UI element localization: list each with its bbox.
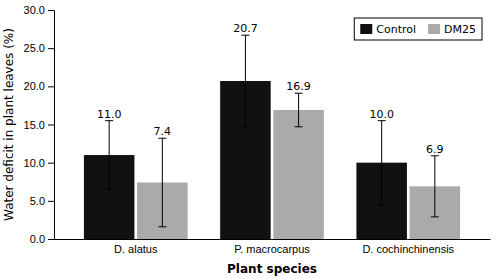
y-tick: 30.0: [24, 4, 54, 16]
data-label: 7.4: [154, 125, 172, 138]
bar-series: [137, 93, 460, 239]
error-bar: [295, 93, 303, 127]
y-tick: 20.0: [24, 80, 54, 92]
y-tick-mark: [48, 201, 54, 202]
x-tick: D. alatus: [114, 243, 158, 255]
y-tick-label: 5.0: [30, 195, 45, 207]
axis-domain: [48, 11, 55, 240]
legend-swatch: [360, 24, 372, 34]
legend-frame: [354, 18, 482, 40]
x-axis-title: Plant species: [227, 262, 317, 276]
x-tick: D. cochinchinensis: [362, 243, 454, 255]
x-tick-label: P. macrocarpus: [234, 243, 310, 255]
data-label: 10.0: [369, 108, 394, 121]
chart: 0.0 5.0 10.0 15.0 20.0 25.0 30.0 D. alatus P. ma…: [0, 0, 500, 279]
y-tick-mark: [48, 86, 54, 87]
y-axis-title: Water deficit in plant leaves (%): [2, 28, 16, 221]
y-tick: 0.0: [30, 233, 54, 245]
error-bar: [105, 121, 113, 190]
x-tick-label: D. cochinchinensis: [362, 243, 454, 255]
y-tick-mark: [48, 239, 54, 240]
legend-label: DM25: [444, 23, 476, 36]
data-label: 6.9: [426, 143, 444, 156]
y-tick-label: 0.0: [30, 233, 45, 245]
bar-series: [84, 35, 407, 239]
y-tick: 10.0: [24, 157, 54, 169]
x-tick-label: D. alatus: [114, 243, 158, 255]
y-axis: 0.0 5.0 10.0 15.0 20.0 25.0 30.0: [24, 4, 55, 245]
y-tick: 5.0: [30, 195, 54, 207]
y-tick: 15.0: [24, 119, 54, 131]
legend-label: Control: [376, 23, 416, 36]
error-bar: [431, 156, 439, 217]
y-tick-label: 10.0: [24, 157, 45, 169]
legend-swatch: [428, 24, 440, 34]
data-label: 16.9: [286, 80, 311, 93]
bar: [273, 110, 324, 239]
y-tick-mark: [48, 48, 54, 49]
data-label: 11.0: [97, 108, 122, 121]
x-tick: P. macrocarpus: [234, 243, 310, 255]
y-tick-label: 25.0: [24, 42, 45, 54]
y-tick: 25.0: [24, 42, 54, 54]
axis-domain: [55, 239, 491, 240]
y-tick-label: 30.0: [24, 4, 45, 16]
data-labels: 11.0 20.7 10.0 7.4 16.9 6.9: [97, 22, 444, 156]
error-bar: [378, 121, 386, 205]
legend: Control DM25: [354, 18, 482, 40]
data-label: 20.7: [233, 22, 257, 35]
x-axis: D. alatus P. macrocarpus D. cochinchinensi…: [55, 240, 491, 255]
y-tick-mark: [48, 10, 54, 11]
y-tick-label: 15.0: [24, 119, 45, 131]
y-tick-mark: [48, 163, 54, 164]
error-bar: [241, 35, 249, 127]
plot: 0.0 5.0 10.0 15.0 20.0 25.0 30.0 D. alatus P. ma…: [24, 4, 491, 255]
error-bar: [158, 138, 166, 227]
y-tick-label: 20.0: [24, 80, 45, 92]
y-tick-mark: [48, 125, 54, 126]
marks: [84, 35, 460, 239]
